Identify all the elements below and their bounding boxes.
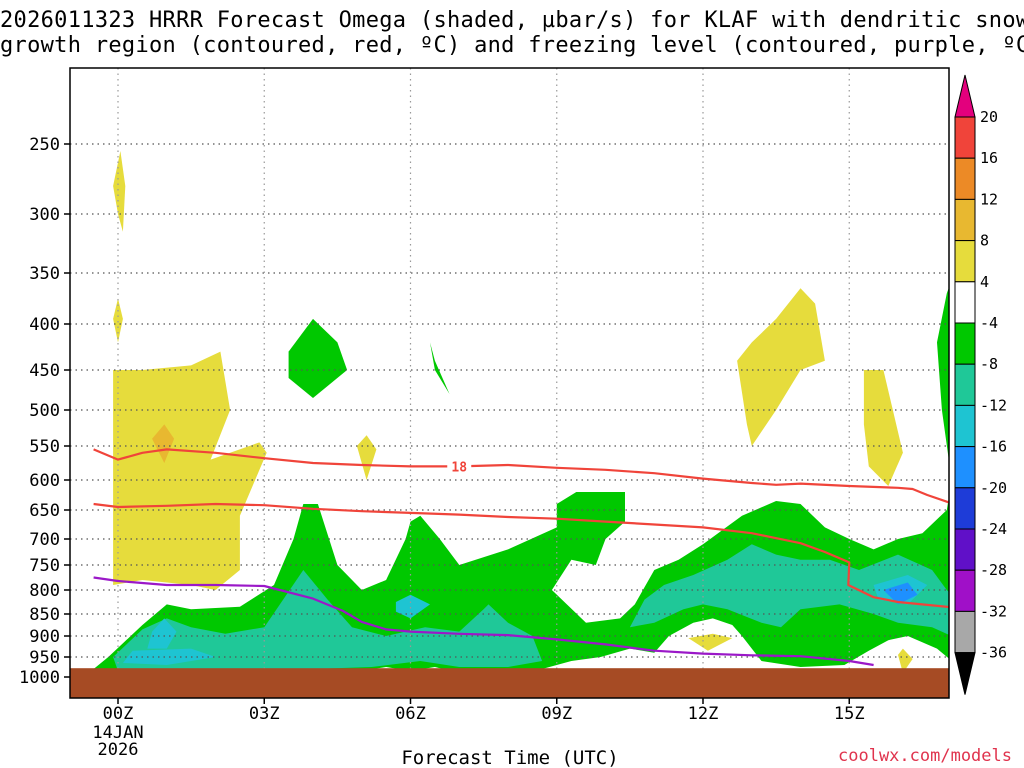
omega-region-6 — [863, 370, 903, 486]
omega-region-0 — [113, 151, 126, 232]
colorbar-label-2: 12 — [980, 190, 998, 208]
colorbar-swatch-9 — [954, 446, 976, 489]
colorbar-label-8: -16 — [980, 438, 1007, 456]
omega-region-7 — [688, 633, 733, 651]
contour-dendritic-minus12 — [93, 502, 949, 609]
omega-region-9 — [288, 318, 348, 398]
chart-title: 2026011323 HRRR Forecast Omega (shaded, … — [0, 8, 1024, 58]
colorbar-swatch-12 — [954, 569, 976, 612]
y-tick-label-350: 350 — [29, 264, 60, 284]
x-axis-label: Forecast Time (UTC) — [401, 747, 618, 768]
omega-region-5 — [737, 288, 825, 446]
y-tick-label-650: 650 — [29, 501, 60, 521]
colorbar-swatch-13 — [954, 610, 976, 654]
colorbar-label-0: 20 — [980, 108, 998, 126]
x-tick-label-06Z: 06Z — [395, 704, 426, 724]
colorbar-label-5: -4 — [980, 314, 998, 332]
contour-dendritic-minus18 — [93, 448, 949, 504]
y-tick-label-1000: 1000 — [19, 668, 60, 688]
y-tick-label-550: 550 — [29, 437, 60, 457]
colorbar-label-10: -24 — [980, 520, 1007, 538]
contour-freezing-level — [93, 576, 874, 667]
colorbar-swatch-5 — [954, 281, 976, 324]
terrain-surface — [70, 668, 949, 698]
colorbar-label-7: -12 — [980, 396, 1007, 414]
x-date-label-0: 14JAN — [92, 723, 143, 743]
x-tick-label-03Z: 03Z — [249, 704, 280, 724]
omega-region-4 — [356, 435, 377, 480]
colorbar: 20 16 12 8 4 -4 -8 -12 -16 -20 -24 -28 -32 -36 — [954, 74, 1007, 695]
omega-region-8 — [898, 648, 913, 673]
colorbar-swatch-3 — [954, 198, 976, 242]
y-tick-label-450: 450 — [29, 361, 60, 381]
colorbar-swatch-11 — [954, 528, 976, 571]
y-tick-label-300: 300 — [29, 205, 60, 225]
colorbar-label-12: -32 — [980, 602, 1007, 620]
contour-label-minus18: 18 — [451, 460, 467, 475]
colorbar-swatch-2 — [954, 157, 976, 200]
colorbar-swatch-10 — [954, 487, 976, 530]
colorbar-swatch-0 — [954, 74, 976, 118]
colorbar-label-13: -36 — [980, 644, 1007, 662]
contour-lines: 18 — [93, 448, 949, 667]
plot-frame — [69, 67, 950, 699]
y-tick-label-950: 950 — [29, 648, 60, 668]
colorbar-label-11: -28 — [980, 561, 1007, 579]
y-tick-label-400: 400 — [29, 315, 60, 335]
colorbar-label-9: -20 — [980, 479, 1007, 497]
colorbar-label-3: 8 — [980, 232, 989, 250]
y-tick-label-900: 900 — [29, 627, 60, 647]
y-tick-label-250: 250 — [29, 135, 60, 155]
y-tick-label-850: 850 — [29, 605, 60, 625]
omega-region-14 — [147, 618, 177, 649]
y-tick-label-500: 500 — [29, 401, 60, 421]
colorbar-label-1: 16 — [980, 149, 998, 167]
omega-region-12 — [113, 570, 543, 671]
x-tick-label-15Z: 15Z — [834, 704, 865, 724]
omega-region-1 — [113, 298, 123, 343]
x-tick-label-00Z: 00Z — [103, 704, 134, 724]
credit-link[interactable]: coolwx.com/models — [838, 746, 1012, 766]
y-tick-label-800: 800 — [29, 581, 60, 601]
y-axis: 2503003504004505005506006507007508008509… — [19, 135, 70, 688]
omega-region-18 — [883, 582, 918, 605]
y-tick-label-750: 750 — [29, 556, 60, 576]
omega-region-16 — [395, 594, 430, 619]
colorbar-swatch-4 — [954, 240, 976, 283]
y-tick-label-700: 700 — [29, 530, 60, 550]
colorbar-swatch-14 — [954, 652, 976, 695]
colorbar-swatch-6 — [954, 322, 976, 365]
omega-region-3 — [152, 424, 175, 463]
colorbar-label-4: 4 — [980, 273, 989, 291]
contour-label-bg — [447, 458, 472, 474]
title-line-1: 2026011323 HRRR Forecast Omega (shaded, … — [0, 8, 1024, 33]
omega-region-2 — [113, 351, 267, 590]
colorbar-label-6: -8 — [980, 355, 998, 373]
colorbar-swatch-7 — [954, 363, 976, 406]
gridlines — [70, 68, 949, 698]
omega-shading — [93, 151, 949, 677]
omega-region-10 — [430, 342, 450, 394]
x-date-label-1: 2026 — [98, 740, 139, 760]
omega-region-13 — [629, 544, 949, 635]
x-tick-label-09Z: 09Z — [541, 704, 572, 724]
colorbar-swatch-8 — [954, 404, 976, 448]
x-tick-label-12Z: 12Z — [688, 704, 719, 724]
colorbar-swatch-1 — [954, 116, 976, 159]
y-tick-label-600: 600 — [29, 471, 60, 491]
title-line-2: growth region (contoured, red, ºC) and f… — [0, 33, 1024, 58]
omega-region-11 — [93, 287, 949, 677]
